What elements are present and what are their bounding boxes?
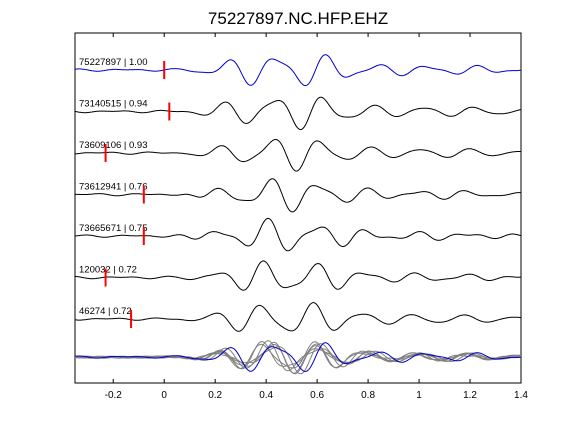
- x-axis: -0.2 0 0.2 0.4 0.6 0.8 1 1.2 1.4: [105, 33, 528, 401]
- trace-line: [75, 54, 522, 87]
- trace-73665671: 73665671 | 0.75: [74, 217, 522, 252]
- x-tick-label: 0.6: [310, 390, 324, 401]
- trace-label: 73140515 | 0.94: [79, 99, 148, 110]
- x-tick-label: -0.2: [105, 390, 123, 401]
- trace-line: [74, 217, 522, 252]
- trace-120032: 120032 | 0.72: [74, 260, 521, 291]
- trace-label: 73665671 | 0.75: [79, 223, 148, 234]
- x-tick-label: 1.2: [463, 390, 477, 401]
- x-tick-label: 1: [416, 390, 422, 401]
- trace-line: [74, 260, 521, 291]
- overlay-trace-75227897: [74, 342, 522, 373]
- trace-73140515: 73140515 | 0.94: [74, 96, 522, 131]
- trace-46274: 46274 | 0.72: [74, 302, 522, 332]
- trace-73609106: 73609106 | 0.93: [75, 139, 521, 172]
- trace-line: [74, 302, 522, 332]
- x-tick-label: 0.2: [208, 390, 222, 401]
- trace-label: 73609106 | 0.93: [79, 140, 148, 151]
- trace-label: 73612941 | 0.76: [79, 182, 148, 193]
- x-tick-label: 0: [161, 390, 167, 401]
- plot-frame: [74, 32, 522, 384]
- trace-line: [75, 178, 522, 213]
- trace-label: 46274 | 0.72: [79, 306, 132, 317]
- trace-label: 120032 | 0.72: [79, 265, 137, 276]
- overlay-group: [74, 340, 522, 375]
- x-tick-label: 0.8: [361, 390, 375, 401]
- trace-line: [74, 96, 522, 131]
- traces-group: 75227897 | 1.00 73140515 | 0.94 73609106 |…: [74, 54, 522, 332]
- trace-73612941: 73612941 | 0.76: [75, 178, 522, 213]
- trace-label: 75227897 | 1.00: [79, 57, 148, 68]
- x-tick-label: 1.4: [514, 390, 528, 401]
- x-tick-label: 0.4: [259, 390, 273, 401]
- chart-title: 75227897.NC.HFP.EHZ: [208, 9, 388, 28]
- trace-line: [75, 139, 521, 172]
- trace-75227897: 75227897 | 1.00: [75, 54, 522, 87]
